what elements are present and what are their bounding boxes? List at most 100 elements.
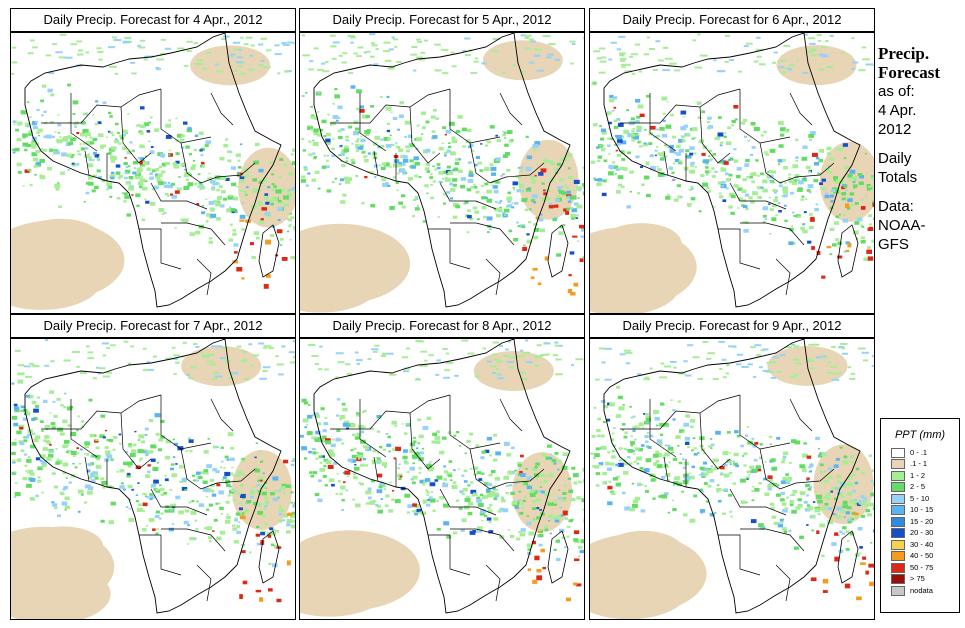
madagascar-outline [547, 530, 569, 584]
map-svg [590, 33, 874, 313]
country-border [41, 394, 162, 430]
country-border [160, 395, 212, 450]
legend-label: 50 - 75 [910, 562, 934, 572]
precip-map [10, 32, 296, 314]
legend-item: 5 - 10 [881, 493, 959, 505]
coastline [24, 33, 282, 308]
dry-area [603, 530, 684, 571]
country-border [428, 534, 471, 576]
country-border [70, 93, 98, 152]
country-border [759, 448, 797, 490]
precip-map [589, 32, 875, 314]
legend-item: 20 - 30 [881, 528, 959, 540]
legend-label: nodata [910, 585, 933, 595]
country-border [330, 88, 451, 124]
country-border [180, 142, 218, 184]
legend-label: 15 - 20 [910, 516, 934, 526]
country-border [469, 142, 507, 184]
country-border [139, 534, 182, 576]
country-border [739, 89, 791, 144]
legend-label: 10 - 15 [910, 505, 934, 515]
legend-item: 40 - 50 [881, 551, 959, 563]
country-border [499, 398, 523, 432]
precip-map [589, 338, 875, 620]
madagascar-outline [258, 530, 280, 584]
country-border [216, 162, 256, 178]
precip-field [590, 340, 874, 601]
legend-swatch [891, 447, 905, 458]
country-border [795, 468, 835, 484]
panel-title: Daily Precip. Forecast for 9 Apr., 2012 [589, 314, 875, 338]
legend-item: > 75 [881, 574, 959, 586]
legend-item: 2 - 5 [881, 482, 959, 494]
country-border [699, 106, 731, 164]
country-border [373, 150, 379, 176]
country-border [729, 182, 787, 210]
coastline [603, 33, 861, 308]
country-border [196, 258, 212, 296]
legend-swatch [891, 516, 905, 527]
legend-item: .1 - 1 [881, 459, 959, 471]
map-svg [11, 33, 295, 310]
legend-item: 0 - .1 [881, 447, 959, 459]
country-border [359, 399, 387, 458]
legend-item: 1 - 2 [881, 470, 959, 482]
country-border [120, 412, 152, 470]
legend-swatch [891, 562, 905, 573]
dry-area [776, 45, 857, 86]
country-border [439, 488, 497, 516]
country-border [485, 564, 501, 602]
country-border [210, 92, 234, 126]
forecast-panel-5: Daily Precip. Forecast for 8 Apr., 2012 [299, 314, 585, 620]
country-border [620, 394, 741, 430]
country-border [196, 564, 212, 602]
country-border [150, 182, 208, 210]
forecast-panel-1: Daily Precip. Forecast for 4 Apr., 2012 [10, 8, 296, 314]
country-border [439, 182, 497, 210]
map-svg [590, 339, 874, 619]
country-border [740, 222, 805, 246]
precip-field [300, 339, 584, 602]
totals-label: Totals [878, 169, 918, 186]
legend-label: 1 - 2 [910, 470, 926, 480]
legend-item: 15 - 20 [881, 516, 959, 528]
madagascar-outline [258, 224, 280, 278]
country-border [649, 399, 677, 458]
madagascar-outline [837, 530, 859, 584]
country-border [789, 92, 813, 126]
as-of-date: 4 Apr. [878, 102, 917, 119]
country-border [450, 528, 515, 552]
country-border [740, 528, 805, 552]
legend-label: 20 - 30 [910, 528, 934, 538]
dry-area [300, 252, 381, 313]
forecast-panel-6: Daily Precip. Forecast for 9 Apr., 2012 [589, 314, 875, 620]
map-svg [300, 33, 584, 313]
panel-title: Daily Precip. Forecast for 4 Apr., 2012 [10, 8, 296, 32]
precip-map [299, 32, 585, 314]
map-svg [300, 339, 584, 617]
dry-area [181, 346, 262, 387]
legend-swatch [891, 482, 905, 493]
panel-title: Daily Precip. Forecast for 5 Apr., 2012 [299, 8, 585, 32]
legend-swatch [891, 551, 905, 562]
legend-label: > 75 [910, 574, 925, 584]
data-label: Data: [878, 198, 914, 215]
coastline [313, 339, 571, 614]
country-border [505, 468, 545, 484]
panel-title: Daily Precip. Forecast for 6 Apr., 2012 [589, 8, 875, 32]
madagascar-outline [837, 224, 859, 278]
country-border [161, 222, 226, 246]
legend-item: 50 - 75 [881, 562, 959, 574]
data-source-line1: NOAA- [878, 217, 926, 234]
country-border [450, 222, 515, 246]
as-of-label: as of: [878, 83, 915, 100]
country-border [775, 564, 791, 602]
forecast-panel-2: Daily Precip. Forecast for 5 Apr., 2012 [299, 8, 585, 314]
country-border [789, 398, 813, 432]
legend-label: 5 - 10 [910, 493, 930, 503]
country-border [449, 395, 501, 450]
forecast-panel-3: Daily Precip. Forecast for 6 Apr., 2012 [589, 8, 875, 314]
country-border [485, 258, 501, 296]
side-title-line2: Forecast [878, 63, 940, 82]
